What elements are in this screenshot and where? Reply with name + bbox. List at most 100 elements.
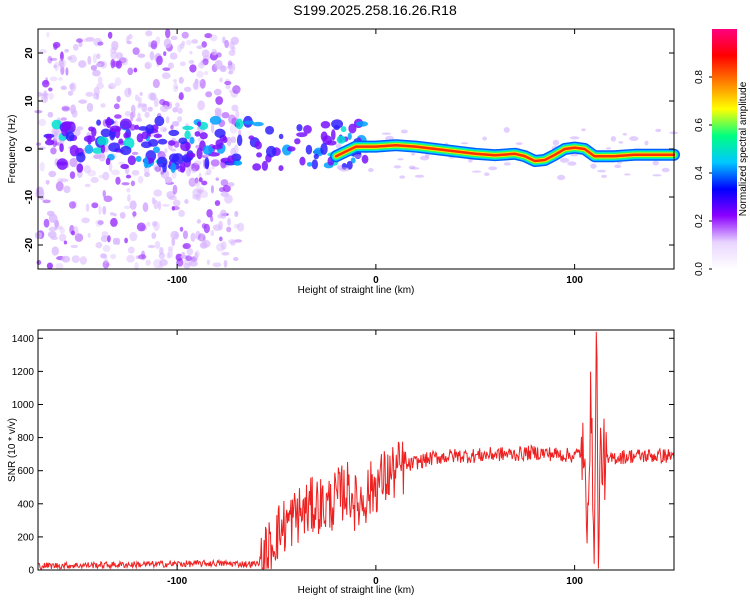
spectrogram-noise-dot	[67, 56, 73, 61]
spectrogram-noise-dot	[230, 136, 237, 144]
spectrogram-noise-dot	[652, 160, 659, 166]
spectrogram-noise-dot	[171, 206, 176, 211]
spectrogram-energy-blob	[170, 162, 177, 173]
spectrogram-energy-blob	[87, 135, 92, 145]
spectrogram-noise-dot	[55, 262, 64, 270]
spectrogram-energy-blob	[56, 161, 67, 166]
spectrogram-noise-dot	[124, 110, 132, 117]
spectrogram-noise-dot	[138, 254, 147, 260]
spectrogram-noise-dot	[36, 260, 42, 266]
spectrogram-energy-blob	[265, 125, 275, 135]
spectrogram-energy-blob	[254, 141, 262, 150]
spectrogram-noise-dot	[96, 82, 104, 90]
spectrogram-noise-dot	[220, 241, 227, 250]
spectrogram-noise-dot	[219, 77, 223, 83]
spectrogram-noise-dot	[233, 144, 239, 155]
colorbar-tick-label: 0.0	[694, 262, 705, 276]
spectrogram-noise-dot	[60, 51, 64, 62]
spectrogram-noise-dot	[134, 94, 139, 102]
spectrogram-noise-dot	[76, 38, 83, 43]
spectrogram-noise-dot	[71, 109, 78, 118]
spectrogram-energy-blob	[227, 155, 235, 163]
spectrogram-noise-dot	[54, 225, 63, 230]
spectrogram-energy-blob	[154, 115, 165, 127]
spectrogram-energy-blob	[294, 138, 301, 145]
spectrogram-energy-blob	[340, 126, 347, 133]
spectrogram-noise-dot	[107, 31, 113, 39]
spectrogram-energy-blob	[236, 134, 243, 147]
snr-ylabel: SNR (10 * v/v)	[7, 418, 18, 482]
spectrogram-noise-dot	[60, 117, 68, 121]
spectrogram-noise-dot	[111, 169, 120, 176]
spectrogram-noise-dot	[45, 179, 50, 185]
spectrogram-energy-blob	[51, 119, 62, 130]
spectrogram-noise-dot	[110, 253, 117, 260]
spectrogram-noise-dot	[234, 210, 239, 218]
spectrogram-noise-dot	[68, 201, 76, 209]
spectrogram-noise-dot	[178, 76, 184, 84]
spectrogram-noise-dot	[153, 221, 160, 232]
spectrogram-noise-dot	[97, 76, 103, 84]
spectrogram-noise-dot	[69, 171, 76, 180]
spectrogram-noise-dot	[581, 128, 586, 132]
spectrogram-noise-dot	[158, 252, 166, 260]
spectrogram-noise-dot	[149, 51, 155, 61]
spectrogram-noise-dot	[71, 230, 75, 236]
spectrogram-noise-dot	[108, 82, 117, 90]
spectrogram-xtick-label: 0	[373, 275, 379, 286]
spectrogram-ytick-label: -20	[24, 237, 35, 252]
spectrogram-noise-dot	[172, 107, 179, 113]
spectrogram-energy-blob	[202, 145, 213, 155]
spectrogram-noise-dot	[616, 161, 623, 164]
spectrogram-noise-dot	[102, 244, 111, 252]
spectrogram-noise-dot	[144, 61, 153, 70]
spectrogram-noise-dot	[235, 109, 240, 119]
spectrogram-noise-dot	[95, 219, 103, 227]
spectrogram-noise-dot	[162, 128, 167, 132]
spectrogram-noise-dot	[228, 49, 236, 57]
spectrogram-energy-blob	[299, 156, 306, 166]
spectrogram-noise-dot	[172, 82, 179, 93]
spectrogram-noise-dot	[190, 232, 196, 242]
spectrogram-noise-dot	[146, 221, 151, 227]
spectrogram-energy-blob	[296, 124, 303, 132]
spectrogram-energy-blob	[361, 154, 369, 164]
spectrogram-noise-dot	[170, 124, 174, 130]
spectrogram-noise-dot	[129, 231, 138, 242]
spectrogram-energy-blob	[59, 143, 64, 153]
spectrogram-noise-dot	[167, 248, 173, 259]
spectrogram-noise-dot	[336, 165, 343, 170]
spectrogram-noise-dot	[97, 41, 104, 46]
spectrogram-energy-blob	[100, 128, 112, 138]
spectrogram-noise-dot	[488, 166, 498, 171]
spectrogram-noise-dot	[139, 92, 143, 96]
spectrogram-noise-dot	[145, 259, 151, 266]
spectrogram-noise-dot	[53, 127, 62, 136]
spectrogram-noise-dot	[72, 43, 79, 51]
spectrogram-energy-blob	[106, 116, 112, 129]
spectrogram-energy-blob	[148, 138, 159, 147]
spectrogram-noise-dot	[206, 168, 212, 176]
snr-series-line	[37, 331, 675, 571]
spectrogram-noise-dot	[559, 157, 570, 163]
spectrogram-noise-dot	[503, 127, 510, 133]
spectrogram-noise-dot	[152, 78, 160, 89]
colorbar-tick-label: 0.8	[694, 70, 705, 84]
spectrogram-energy-blob	[347, 132, 352, 140]
spectrogram-noise-dot	[192, 81, 200, 90]
spectrogram-energy-blob	[135, 155, 142, 163]
spectrogram-energy-blob	[152, 146, 160, 154]
spectrogram-noise-dot	[86, 102, 94, 113]
spectrogram-noise-dot	[202, 58, 209, 66]
spectrogram-noise-dot	[78, 41, 83, 48]
spectrogram-noise-dot	[70, 244, 79, 249]
spectrogram-noise-dot	[181, 31, 189, 39]
spectrogram-noise-dot	[160, 169, 170, 179]
spectrogram-energy-blob	[214, 128, 226, 138]
spectrogram-noise-dot	[102, 171, 110, 181]
spectrogram-energy-blob	[45, 133, 52, 141]
spectrogram-energy-blob	[184, 130, 191, 140]
spectrogram-energy-blob	[182, 125, 194, 131]
